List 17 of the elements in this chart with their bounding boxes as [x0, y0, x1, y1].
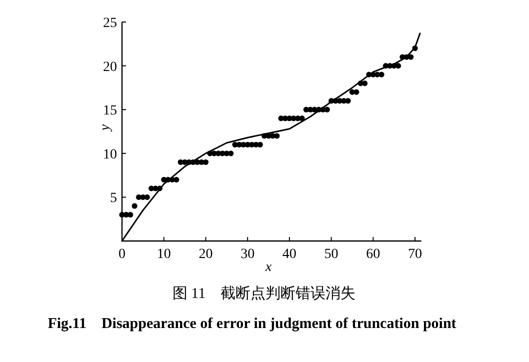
caption: 图 11 截断点判断错误消失 — [172, 285, 356, 302]
y-tick-label: 25 — [103, 16, 117, 31]
x-tick-label: 60 — [366, 247, 380, 262]
y-tick-label: 10 — [103, 147, 117, 162]
x-tick-label: 50 — [324, 247, 338, 262]
x-tick-label: 10 — [156, 247, 171, 262]
x-tick-label: 70 — [408, 247, 422, 262]
x-tick-label: 30 — [240, 247, 255, 262]
y-tick-label: 5 — [110, 191, 117, 206]
y-axis-title: y — [98, 124, 113, 133]
y-tick-label: 20 — [103, 60, 117, 75]
x-tick-label: 20 — [198, 247, 213, 262]
y-tick-label: 15 — [103, 104, 117, 119]
x-tick-label: 0 — [118, 247, 126, 262]
caption: Fig.11 Disappearance of error in judgment of truncation point — [48, 316, 456, 332]
x-tick-label: 40 — [282, 247, 296, 262]
x-axis-title: x — [264, 260, 272, 275]
